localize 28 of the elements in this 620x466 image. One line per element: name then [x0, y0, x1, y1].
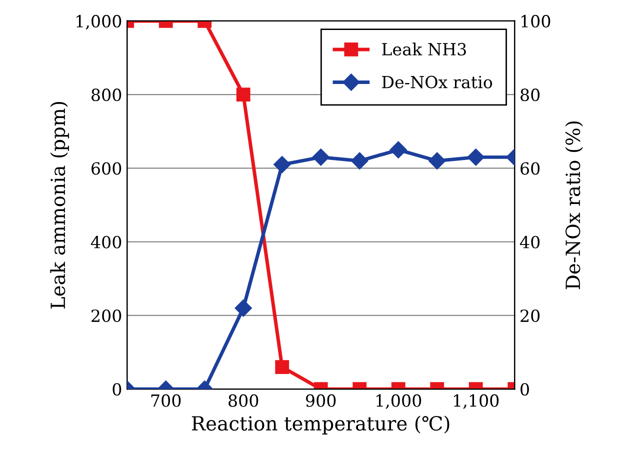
y2-tick-label: 60 [520, 162, 540, 175]
x-axis-title: Reaction temperature (℃) [192, 416, 450, 434]
x-tick-label: 900 [306, 394, 336, 407]
y-tick-label: 200 [92, 309, 122, 322]
point [467, 148, 484, 166]
y-tick-label: 0 [112, 383, 122, 396]
y2-axis-title: De-NOx ratio (%) [565, 121, 583, 290]
x-tick-label: 800 [228, 394, 258, 407]
y2-tick-label: 80 [520, 88, 540, 102]
point [390, 141, 407, 158]
y2-tick-label: 40 [520, 236, 540, 248]
y-tick-label: 1,000 [76, 14, 122, 30]
point [351, 152, 368, 170]
legend-label: Leak NH3 [382, 42, 466, 56]
y2-tick-label: 0 [520, 383, 529, 396]
y-tick-label: 600 [92, 162, 122, 175]
legend-label: De-NOx ratio [382, 76, 492, 88]
point [312, 148, 330, 166]
point [428, 152, 446, 170]
x-tick-label: 1,100 [454, 394, 499, 409]
y2-tick-label: 20 [520, 309, 540, 322]
x-tick-label: 700 [151, 394, 181, 407]
y-tick-label: 800 [92, 88, 122, 102]
y2-tick-label: 100 [521, 14, 550, 28]
point [274, 156, 291, 174]
y-axis-title: Leak ammonia (ppm) [50, 102, 69, 309]
x-tick-label: 1,000 [376, 394, 422, 409]
y-tick-label: 400 [90, 236, 122, 248]
